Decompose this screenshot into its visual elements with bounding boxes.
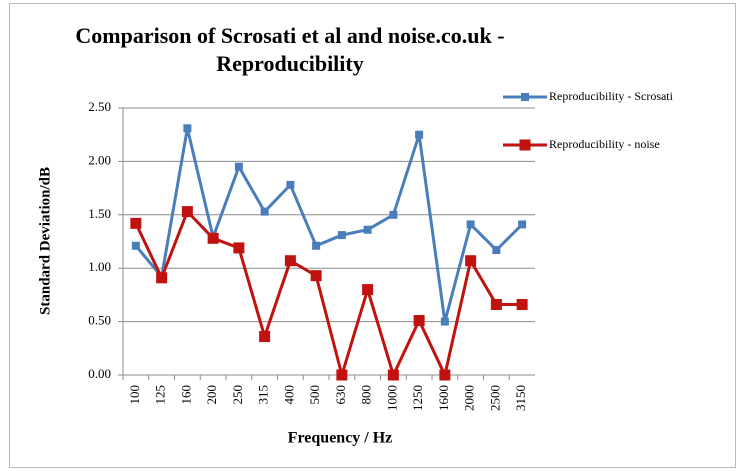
marker xyxy=(234,162,243,171)
x-tick-label: 800 xyxy=(359,385,374,405)
legend-marker xyxy=(521,93,529,101)
marker xyxy=(181,206,193,218)
x-tick-label: 630 xyxy=(333,385,348,405)
chart-title: Comparison of Scrosati et al and noise.c… xyxy=(75,23,505,76)
x-axis-title: Frequency / Hz xyxy=(288,430,393,447)
x-tick-label: 125 xyxy=(153,385,168,405)
marker xyxy=(156,272,168,284)
y-tick-label: 0.00 xyxy=(88,366,111,381)
marker xyxy=(389,210,398,219)
marker xyxy=(362,284,374,296)
marker xyxy=(336,369,348,381)
x-tick-label: 1250 xyxy=(410,385,425,411)
marker xyxy=(465,255,477,267)
x-tick-label: 315 xyxy=(256,385,271,405)
marker xyxy=(466,220,475,229)
x-tick-label: 2500 xyxy=(487,385,502,411)
x-tick-label: 3150 xyxy=(513,385,528,411)
y-axis-title: Standard Deviation/dB xyxy=(37,167,53,315)
y-tick-label: 1.50 xyxy=(88,206,111,221)
x-tick-label: 1000 xyxy=(384,385,399,411)
marker xyxy=(490,299,502,311)
y-tick-label: 2.00 xyxy=(88,152,111,167)
x-tick-label: 500 xyxy=(307,385,322,405)
marker xyxy=(337,231,346,240)
series-line xyxy=(134,208,523,381)
legend-marker xyxy=(519,139,531,151)
series-line xyxy=(134,127,524,322)
x-tick-label: 200 xyxy=(204,385,219,405)
x-tick-label: 2000 xyxy=(462,385,477,411)
marker xyxy=(492,246,501,255)
marker xyxy=(260,207,269,216)
marker xyxy=(413,315,425,327)
marker xyxy=(286,180,295,189)
marker xyxy=(439,369,451,381)
legend-label: Reproducibility - noise xyxy=(549,137,660,151)
marker xyxy=(183,124,192,133)
marker xyxy=(310,270,322,282)
legend-label: Reproducibility - Scrosati xyxy=(549,89,674,103)
marker xyxy=(516,299,528,311)
x-tick-label: 400 xyxy=(281,385,296,405)
y-tick-label: 0.50 xyxy=(88,313,111,328)
marker xyxy=(207,232,219,244)
x-tick-label: 100 xyxy=(127,385,142,405)
x-tick-label: 1600 xyxy=(436,385,451,411)
x-tick-label: 250 xyxy=(230,385,245,405)
marker xyxy=(284,255,296,267)
marker xyxy=(259,331,271,343)
y-tick-label: 1.00 xyxy=(88,259,111,274)
marker xyxy=(440,317,449,326)
marker xyxy=(233,242,245,254)
marker xyxy=(415,130,424,139)
y-tick-label: 2.50 xyxy=(88,99,111,114)
marker xyxy=(312,241,321,250)
marker xyxy=(130,217,142,229)
marker xyxy=(363,225,372,234)
x-tick-label: 160 xyxy=(178,385,193,405)
chart-frame xyxy=(9,3,736,468)
marker xyxy=(131,241,140,250)
marker xyxy=(518,220,527,229)
marker xyxy=(387,369,399,381)
